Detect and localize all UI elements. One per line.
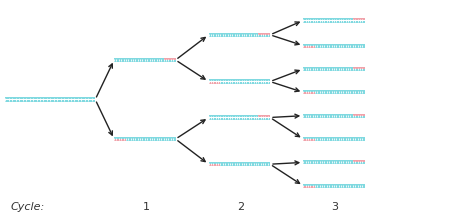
Text: 2: 2: [237, 202, 244, 212]
Text: Cycle:: Cycle:: [10, 202, 45, 212]
Text: 3: 3: [331, 202, 338, 212]
Text: 1: 1: [143, 202, 149, 212]
